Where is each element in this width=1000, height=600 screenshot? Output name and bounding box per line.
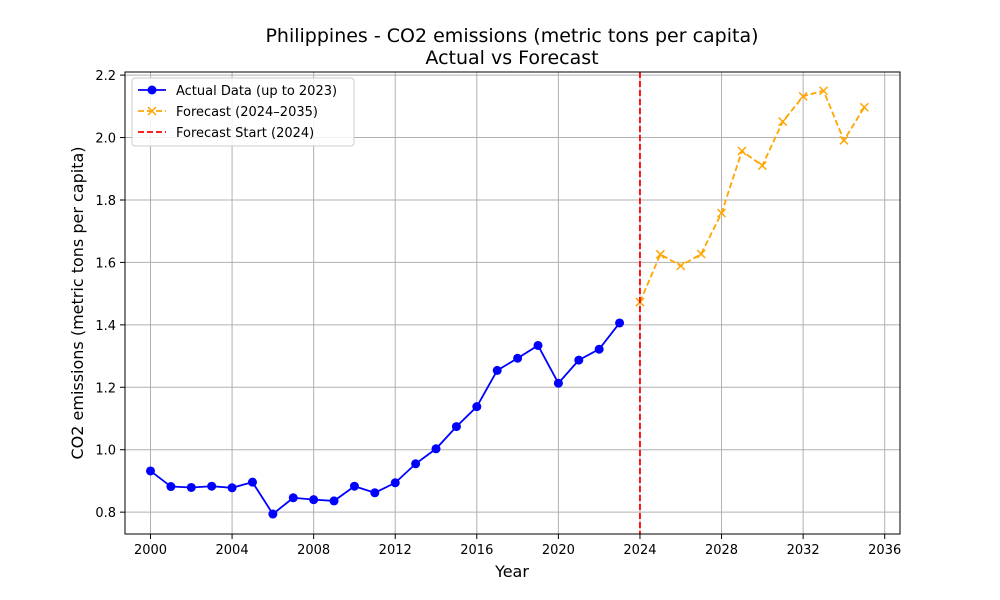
y-tick-label: 2.2	[95, 69, 116, 84]
x-axis-label: Year	[494, 562, 529, 581]
y-tick-label: 1.0	[95, 444, 116, 459]
grid-lines	[125, 72, 900, 534]
forecast-data-point	[757, 161, 767, 171]
legend: Actual Data (up to 2023) Forecast (2024–2…	[131, 77, 355, 147]
legend-box	[131, 77, 355, 147]
forecast-data-point	[655, 249, 665, 259]
actual-data-point	[145, 466, 155, 476]
actual-data-point	[268, 509, 278, 519]
forecast-data-point	[737, 146, 747, 156]
actual-data-point	[411, 459, 421, 469]
actual-data-point	[288, 493, 298, 503]
y-tick-label: 1.4	[95, 319, 116, 334]
actual-data-point	[492, 365, 502, 375]
x-tick-label: 2000	[134, 543, 167, 558]
forecast-data-point	[717, 208, 727, 218]
actual-data-point	[574, 355, 584, 365]
actual-data-point	[533, 340, 543, 350]
legend-entry-forecast-label: Forecast (2024–2035)	[176, 105, 318, 120]
actual-data-point	[431, 444, 441, 454]
legend-entry-actual-marker	[147, 85, 157, 95]
forecast-data-point	[696, 249, 706, 259]
forecast-data-point	[818, 86, 829, 96]
forecast-data-point	[798, 91, 808, 101]
x-tick-label: 2036	[868, 543, 901, 558]
actual-data-point	[594, 344, 604, 354]
actual-data-point	[247, 477, 257, 487]
forecast-data-point	[676, 261, 686, 271]
actual-data-point	[370, 488, 380, 498]
series-line-actual	[149, 322, 621, 516]
x-tick-label: 2032	[787, 543, 820, 558]
forecast-data-point	[778, 117, 788, 127]
axis-ticks: 2000 2004 2008 2012 2016 2020 2024 2028 2032 2036…	[95, 69, 901, 558]
x-tick-label: 2028	[705, 543, 738, 558]
y-tick-label: 1.8	[95, 194, 116, 209]
y-tick-label: 2.0	[95, 132, 116, 147]
actual-data-point	[349, 481, 359, 491]
actual-data-point	[227, 483, 237, 493]
x-tick-label: 2024	[623, 543, 656, 558]
legend-entry-actual-label: Actual Data (up to 2023)	[176, 84, 337, 99]
x-tick-label: 2008	[297, 543, 330, 558]
actual-data-point	[451, 422, 461, 432]
series-layer	[145, 72, 869, 534]
y-tick-label: 0.8	[95, 506, 116, 521]
legend-entry-forecast-start-label: Forecast Start (2024)	[176, 126, 314, 141]
x-tick-label: 2004	[216, 543, 249, 558]
actual-data-point	[390, 478, 400, 488]
y-tick-label: 1.6	[95, 256, 116, 271]
actual-data-point	[207, 481, 217, 491]
chart-subtitle: Actual vs Forecast	[425, 47, 598, 69]
actual-data-point	[166, 482, 176, 492]
forecast-data-point	[839, 135, 849, 145]
legend-entry-forecast-marker	[147, 106, 157, 116]
forecast-data-point	[859, 102, 869, 112]
y-axis-label: CO2 emissions (metric tons per capita)	[68, 146, 87, 459]
actual-data-point	[472, 402, 482, 412]
actual-data-point	[186, 482, 196, 492]
x-tick-label: 2012	[379, 543, 412, 558]
actual-data-point	[329, 496, 339, 506]
x-tick-label: 2016	[460, 543, 493, 558]
series-line-forecast	[639, 89, 866, 303]
actual-data-point	[615, 318, 625, 328]
plot-frame	[124, 71, 901, 535]
actual-data-point	[513, 353, 523, 363]
actual-data-point	[553, 378, 563, 388]
x-tick-label: 2020	[542, 543, 575, 558]
y-tick-label: 1.2	[95, 381, 116, 396]
chart-title: Philippines - CO2 emissions (metric tons…	[265, 25, 758, 47]
actual-data-point	[309, 495, 319, 505]
